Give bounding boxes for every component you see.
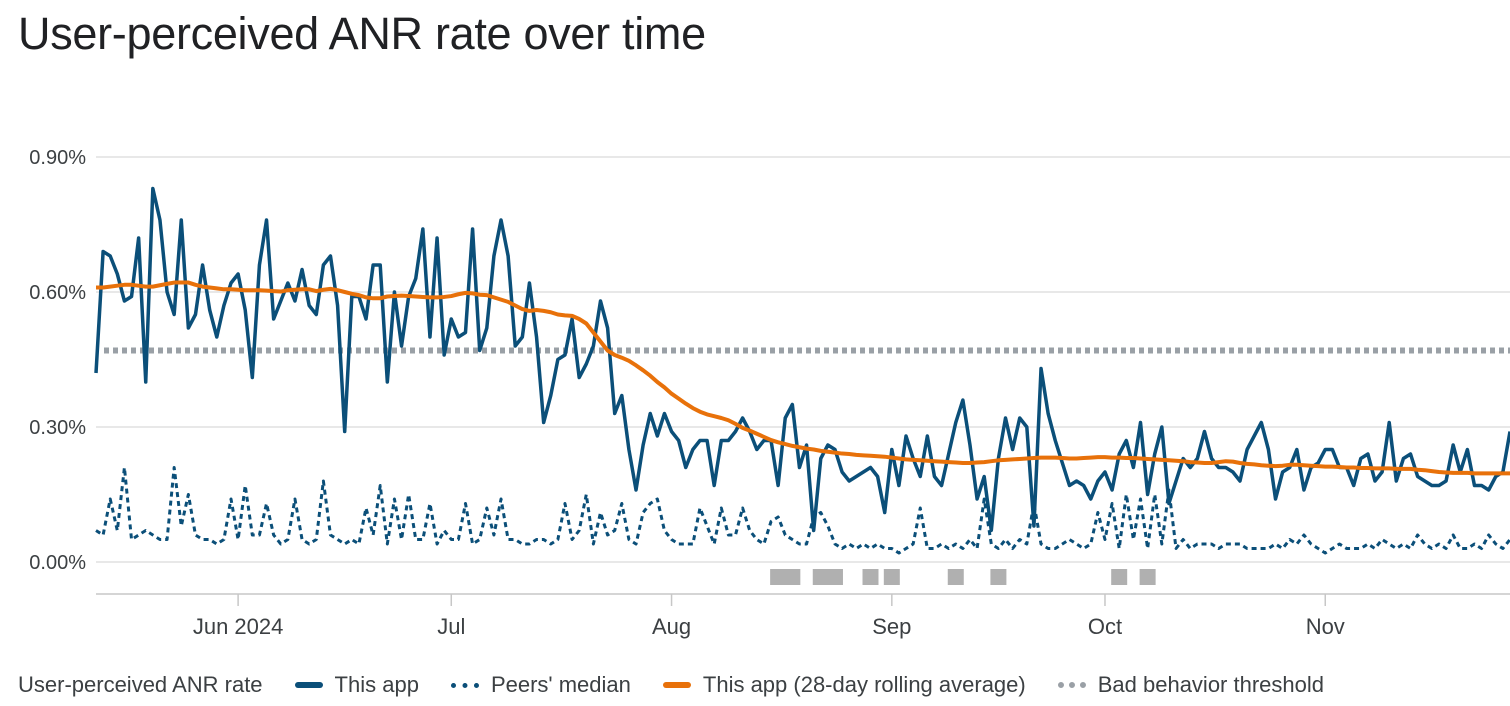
legend-item-label: This app (334, 672, 419, 697)
chart-legend: User-perceived ANR rate This app Peers' … (18, 672, 1324, 698)
legend-item-peers-median[interactable]: Peers' median (450, 672, 631, 698)
legend-item-label: This app (28-day rolling average) (702, 672, 1026, 697)
x-tick-label: Nov (1306, 614, 1345, 639)
anr-rate-chart[interactable]: 0.00% 0.30% 0.60% 0.90% Jun 2024 Jul Aug Sep Oc… (0, 0, 1510, 660)
y-tick-label: 0.60% (29, 282, 86, 304)
y-axis-labels: 0.00% 0.30% 0.60% 0.90% (29, 147, 86, 574)
annotation-marker[interactable] (990, 569, 1007, 585)
solid-line-icon (294, 682, 323, 688)
x-tick-label: Jul (437, 614, 465, 639)
peers-median-line[interactable] (95, 466, 1510, 555)
legend-item-label: Bad behavior threshold (1097, 672, 1324, 697)
x-axis-labels: Jun 2024 Jul Aug Sep Oct Nov (193, 594, 1345, 639)
y-gridlines (96, 156, 1510, 563)
rolling-average-line[interactable] (96, 280, 1510, 476)
x-tick-label: Sep (872, 614, 911, 639)
x-tick-label: Jun 2024 (193, 614, 284, 639)
x-tick-label: Oct (1088, 614, 1122, 639)
chart-title: User-perceived ANR rate over time (18, 8, 706, 59)
legend-item-rolling-average[interactable]: This app (28-day rolling average) (662, 672, 1026, 698)
legend-item-this-app[interactable]: This app (294, 672, 419, 698)
dashed-line-icon (450, 682, 479, 688)
legend-label: User-perceived ANR rate (18, 672, 263, 697)
y-tick-label: 0.00% (29, 552, 86, 574)
annotation-marker[interactable] (862, 569, 879, 585)
orange-line-icon (662, 682, 691, 688)
annotation-marker[interactable] (1111, 569, 1128, 585)
legend-item-label: Peers' median (490, 672, 631, 697)
annotation-markers (770, 569, 1156, 585)
annotation-marker[interactable] (883, 569, 900, 585)
annotation-marker[interactable] (826, 569, 843, 585)
annotation-marker[interactable] (947, 569, 964, 585)
dotted-line-icon (1057, 682, 1086, 688)
annotation-marker[interactable] (1139, 569, 1156, 585)
y-tick-label: 0.30% (29, 417, 86, 439)
legend-item-threshold[interactable]: Bad behavior threshold (1057, 672, 1324, 698)
x-tick-label: Aug (652, 614, 691, 639)
annotation-marker[interactable] (784, 569, 801, 585)
y-tick-label: 0.90% (29, 147, 86, 169)
this-app-line[interactable] (94, 186, 1510, 533)
